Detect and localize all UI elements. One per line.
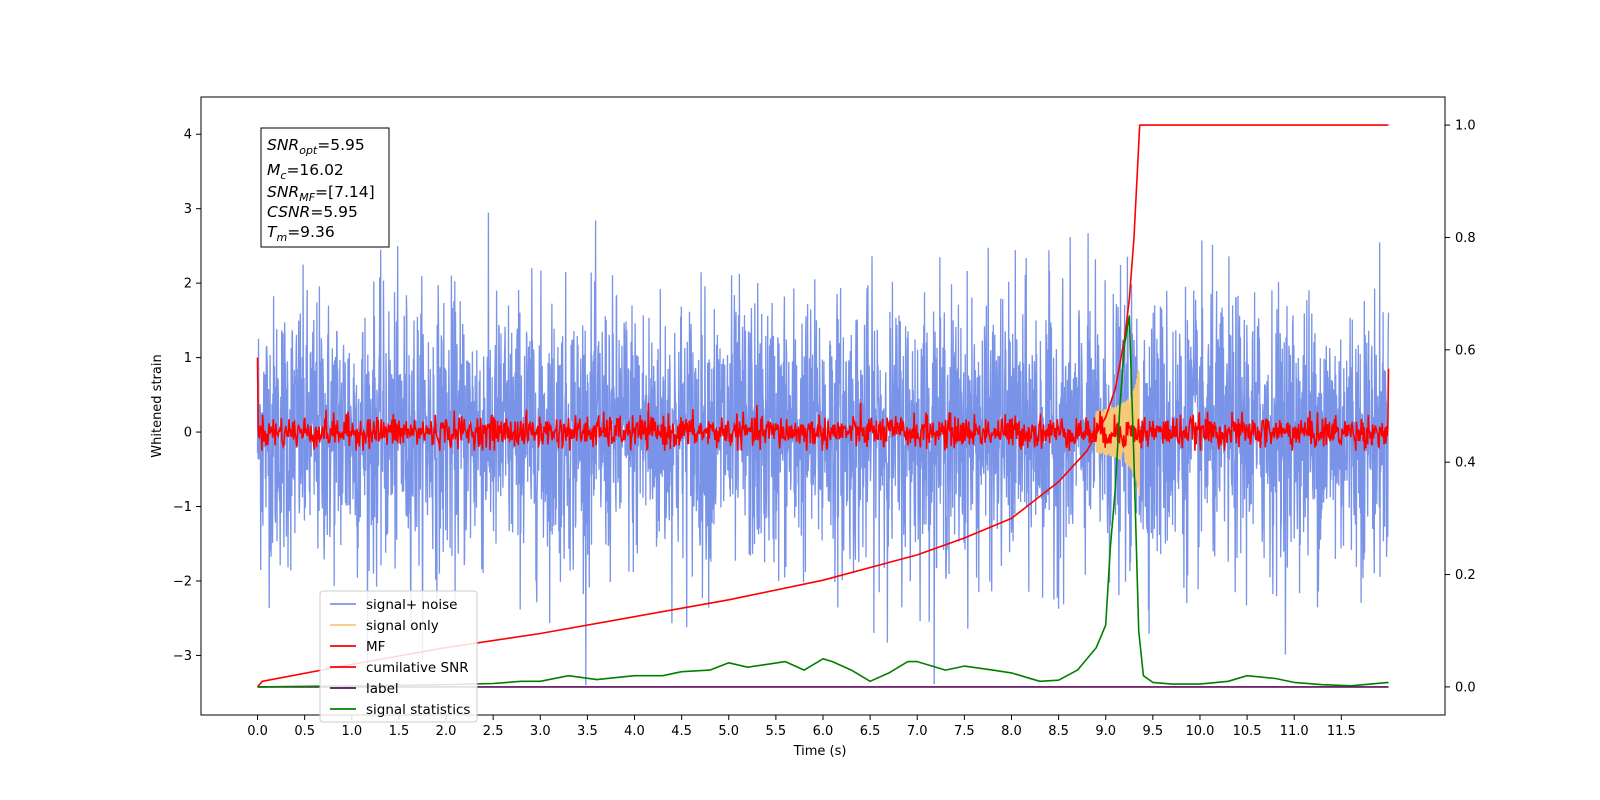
x-tick-label: 8.5 [1048,724,1069,739]
x-tick-label: 1.0 [341,724,362,739]
x-tick-label: 9.5 [1143,724,1164,739]
x-tick-label: 10.5 [1233,724,1262,739]
x-tick-label: 10.0 [1185,724,1214,739]
x-tick-label: 0.0 [247,724,268,739]
y2-tick-label: 1.0 [1455,119,1476,134]
info-mc: Mc=16.02 [267,161,344,182]
legend-frame [319,590,478,723]
info-snr-opt: SNRopt=5.95 [267,136,365,157]
legend: signal+ noise signal only MF cumilative SNR… [319,590,478,723]
legend-entry: signal only [366,618,439,634]
y-tick-label: 1 [184,351,192,366]
x-tick-label: 0.5 [294,724,315,739]
info-snr-mf: SNRMF=[7.14] [267,183,375,204]
info-tm: Tm=9.36 [267,223,335,244]
x-axis: 0.0 0.5 1.0 1.5 2.0 2.5 3.0 3.5 4.0 4.5 5.0 5.5 6.0 6… [247,715,1356,739]
legend-entry: signal+ noise [366,597,457,613]
x-tick-label: 5.5 [766,724,787,739]
y2-tick-label: 0.2 [1455,568,1476,583]
x-tick-label: 7.0 [907,724,928,739]
y2-axis-right: 0.0 0.2 0.4 0.6 0.8 1.0 [1445,119,1476,695]
x-tick-label: 4.5 [671,724,692,739]
x-tick-label: 11.0 [1280,724,1309,739]
y-tick-label: 0 [184,426,192,441]
legend-entry: signal statistics [366,702,470,718]
series-mf [256,357,1390,452]
x-tick-label: 8.0 [1001,724,1022,739]
x-tick-label: 4.0 [624,724,645,739]
x-tick-label: 3.5 [577,724,598,739]
x-tick-label: 1.5 [389,724,410,739]
y-tick-label: −2 [173,574,192,589]
x-tick-label: 2.0 [436,724,457,739]
series-signal-statistics [257,315,1389,688]
x-tick-label: 11.5 [1327,724,1356,739]
y-tick-label: −1 [173,500,192,515]
y-axis-label: Whitened strain [150,354,165,457]
legend-entry: label [366,681,399,697]
x-tick-label: 9.0 [1095,724,1116,739]
y2-tick-label: 0.0 [1455,680,1476,695]
y2-tick-label: 0.8 [1455,231,1476,246]
x-tick-label: 6.0 [813,724,834,739]
y-tick-label: 4 [184,128,192,143]
series-cumulative-snr [256,124,1389,688]
x-tick-label: 2.5 [483,724,504,739]
y2-tick-label: 0.4 [1455,456,1476,471]
x-tick-label: 5.0 [718,724,739,739]
x-tick-label: 7.5 [954,724,975,739]
x-tick-label: 6.5 [860,724,881,739]
y-tick-label: −3 [173,649,192,664]
legend-entry: MF [366,639,385,655]
y2-tick-label: 0.6 [1455,343,1476,358]
info-box: SNRopt=5.95 Mc=16.02 SNRMF=[7.14] CSNR=5… [260,127,390,248]
y-axis: −3 −2 −1 0 1 2 3 4 [173,128,201,664]
info-csnr: CSNR=5.95 [267,203,358,221]
x-axis-label: Time (s) [793,744,847,759]
y-tick-label: 2 [184,277,192,292]
x-tick-label: 3.0 [530,724,551,739]
legend-entry: cumilative SNR [366,660,469,676]
y-tick-label: 3 [184,202,192,217]
